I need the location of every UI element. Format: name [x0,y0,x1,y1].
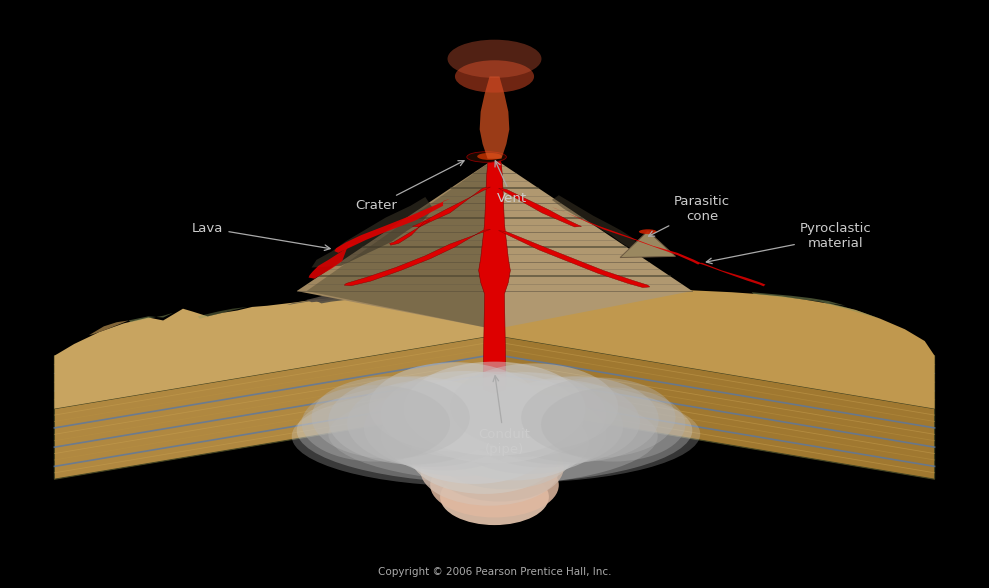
Ellipse shape [521,377,675,457]
Ellipse shape [347,380,513,467]
Ellipse shape [440,404,588,480]
Polygon shape [620,231,675,258]
Polygon shape [390,220,430,245]
Ellipse shape [381,371,549,458]
Polygon shape [494,282,935,409]
Ellipse shape [381,394,539,476]
Polygon shape [307,159,494,329]
Text: Crater: Crater [355,161,464,212]
Ellipse shape [478,380,640,465]
Ellipse shape [440,469,549,525]
Ellipse shape [442,372,606,457]
Polygon shape [309,243,356,279]
Polygon shape [412,187,491,227]
Ellipse shape [404,362,585,456]
Ellipse shape [369,362,541,452]
Polygon shape [752,292,846,306]
Ellipse shape [430,453,559,517]
Ellipse shape [465,385,623,467]
Ellipse shape [467,152,506,162]
Ellipse shape [292,386,658,486]
Polygon shape [297,159,494,329]
Polygon shape [494,282,935,409]
Polygon shape [334,199,450,253]
Polygon shape [54,282,494,409]
Polygon shape [54,282,494,409]
Polygon shape [498,230,650,288]
Polygon shape [307,290,371,302]
Ellipse shape [541,387,685,462]
Ellipse shape [302,385,450,462]
Text: Lava: Lava [192,222,330,250]
Text: Pyroclastic
material: Pyroclastic material [706,222,871,263]
Polygon shape [198,307,247,319]
Ellipse shape [447,39,542,78]
Polygon shape [54,335,494,479]
Polygon shape [312,197,433,268]
Polygon shape [552,207,700,265]
Ellipse shape [435,433,564,502]
Polygon shape [498,188,582,227]
Text: Conduit
(pipe): Conduit (pipe) [479,376,530,456]
Polygon shape [287,299,326,305]
Text: Parasitic
cone: Parasitic cone [649,195,730,236]
Ellipse shape [405,372,584,463]
Ellipse shape [452,394,606,474]
Ellipse shape [410,417,559,494]
Ellipse shape [328,385,700,483]
Ellipse shape [639,229,657,234]
Ellipse shape [398,404,552,484]
Ellipse shape [328,376,498,465]
Polygon shape [494,335,935,479]
Text: Copyright © 2006 Pearson Prentice Hall, Inc.: Copyright © 2006 Pearson Prentice Hall, … [378,566,611,577]
Ellipse shape [435,416,574,489]
Polygon shape [344,229,491,286]
Ellipse shape [455,61,534,93]
Ellipse shape [420,435,559,506]
Polygon shape [479,159,510,406]
Ellipse shape [364,386,526,470]
Polygon shape [552,195,641,251]
Polygon shape [89,320,129,335]
Ellipse shape [493,376,659,462]
Polygon shape [316,295,371,303]
Ellipse shape [297,377,692,483]
Ellipse shape [312,376,470,459]
Polygon shape [129,313,173,322]
Polygon shape [697,263,765,286]
Polygon shape [821,301,880,319]
Polygon shape [480,76,509,159]
Ellipse shape [450,363,618,450]
Ellipse shape [478,153,502,160]
Polygon shape [494,159,692,329]
Text: Vent: Vent [495,161,527,205]
